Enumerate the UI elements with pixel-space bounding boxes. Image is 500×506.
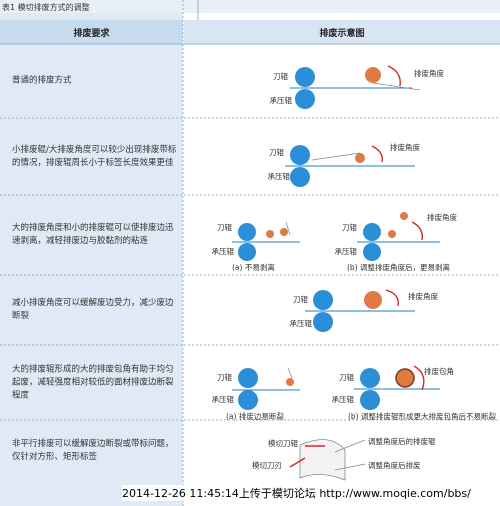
- waste-roller: [364, 291, 382, 309]
- waste-roller: [395, 368, 415, 388]
- diagram-label: (a) 不易剥离: [232, 262, 275, 272]
- strip: [285, 221, 291, 236]
- roller: [290, 145, 310, 165]
- roller: [290, 167, 310, 187]
- diagram-label: 模切刀辊: [268, 438, 298, 448]
- red-arrow: [289, 457, 306, 468]
- diagram-label: 刀辊: [339, 372, 354, 382]
- requirement-text: 普通的排废方式: [12, 75, 72, 86]
- diagram-label: (b) 调整排废辊形成更大排废包角后不易断裂: [348, 411, 496, 421]
- roller: [360, 390, 380, 410]
- strip: [334, 463, 366, 471]
- roller: [360, 368, 380, 388]
- requirement-text: 大的排废辊形成的大的排废包角有助于均匀起废，减轻强度相对较低的面材排废边断裂程度: [12, 364, 174, 400]
- diagram-label: 承压辊: [290, 318, 313, 328]
- diagram-label: 调整角度后的排废辊: [368, 436, 436, 446]
- angle-arrow: [385, 289, 399, 307]
- diagram-label: 承压辊: [335, 246, 358, 256]
- waste-roller: [266, 230, 274, 238]
- diagram-label: 调整角度后排废: [368, 460, 421, 470]
- diagram-label: 承压辊: [270, 95, 293, 105]
- diagram-label: 模切刀刃: [252, 460, 282, 470]
- diagram-label: 排废角度: [390, 142, 420, 152]
- cutter-sketch: [299, 439, 346, 481]
- diagram-label: (a) 排废边易断裂: [226, 411, 284, 421]
- roller: [238, 223, 256, 241]
- diagram-label: 排废角度: [427, 212, 457, 222]
- diagram-label: 刀辊: [293, 294, 308, 304]
- roller: [295, 67, 315, 87]
- angle-arrow: [387, 65, 401, 87]
- diagram-label: 承压辊: [212, 246, 235, 256]
- diagram-label: 承压辊: [268, 171, 291, 181]
- diagram-label: 刀辊: [273, 71, 288, 81]
- roller: [238, 243, 256, 261]
- angle-arrow: [371, 145, 383, 163]
- roller: [363, 223, 381, 241]
- header-cell: 排废要求: [73, 29, 110, 39]
- diagram-label: 排废包角: [424, 366, 454, 376]
- watermark: 2014-12-26 11:45:14上传于模切论坛 http://www.mo…: [122, 485, 471, 501]
- roller: [238, 368, 258, 388]
- waste-roller: [280, 228, 288, 236]
- waste-roller: [365, 67, 381, 83]
- diagram-label: 承压辊: [212, 394, 235, 404]
- waste-roller: [355, 153, 365, 163]
- header-cell-bg: [0, 20, 183, 44]
- roller: [313, 290, 333, 310]
- requirement-text: 非平行排废可以缓解废边断裂或带标问题，仅针对方形、矩形标签: [12, 439, 174, 462]
- waste-roller: [286, 378, 294, 386]
- waste-roller: [388, 230, 396, 238]
- diagram-label: 排废角度: [408, 291, 438, 301]
- requirement-text: 大的排废角度和小的排废辊可以使排废边迅速剥离，减轻排废边与胶黏剂的粘连: [12, 223, 174, 246]
- strip: [287, 367, 293, 379]
- header-cell: 排废示意图: [319, 29, 365, 39]
- strip: [334, 439, 366, 453]
- table-title: 表1 模切排废方式的调整: [2, 3, 90, 12]
- diagram-label: 承压辊: [332, 394, 355, 404]
- requirement-text: 小排废辊/大排废角度可以较少出现排废带标的情况，排废辊周长小于标签长度效果更佳: [12, 144, 177, 168]
- diagram-label: 刀辊: [217, 372, 232, 382]
- angle-arrow: [413, 365, 425, 391]
- roller: [295, 89, 315, 109]
- diagram-label: 刀辊: [342, 222, 357, 232]
- roller: [313, 312, 333, 332]
- strip: [311, 152, 361, 161]
- roller: [363, 243, 381, 261]
- roller: [238, 390, 258, 410]
- diagram-label: 刀辊: [217, 222, 232, 232]
- diagram-label: 刀辊: [269, 147, 284, 157]
- title-bg: [0, 0, 500, 13]
- waste-roller: [400, 212, 408, 220]
- diagram-label: (b) 调整排废角度后，更易剥离: [347, 262, 450, 272]
- strip: [372, 82, 421, 91]
- diagram-label: 排废角度: [414, 68, 444, 78]
- requirement-text: 减小排废角度可以缓解废边受力，减少废边断裂: [12, 298, 174, 321]
- left-column-bg: [0, 0, 183, 506]
- header-cell-bg: [184, 20, 500, 44]
- angle-arrow: [411, 221, 423, 241]
